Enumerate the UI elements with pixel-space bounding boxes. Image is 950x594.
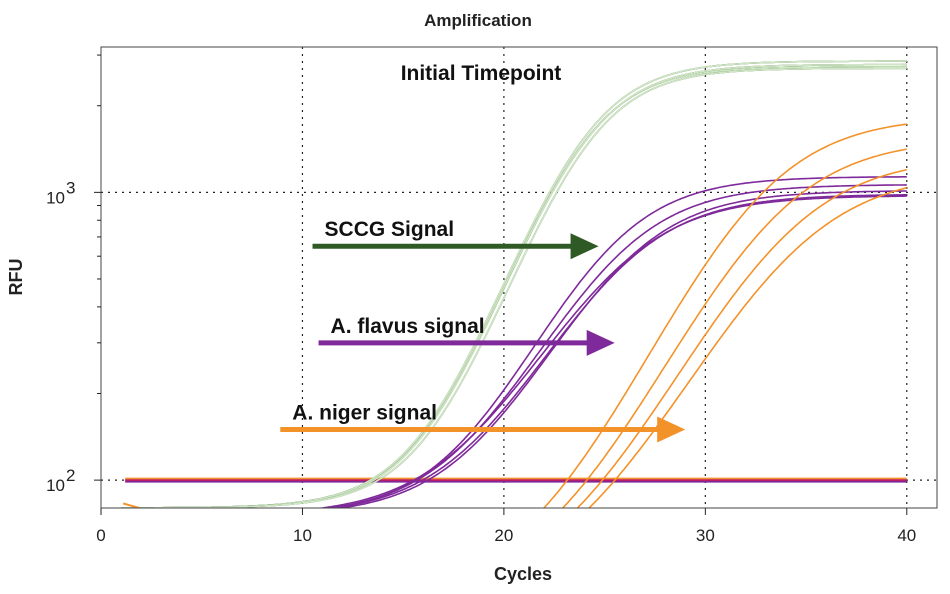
y-tick-exponent-100: 2 bbox=[66, 466, 75, 485]
orange-baseline-stub bbox=[122, 502, 140, 508]
arrows: SCCG Signal A. flavus signal A. niger sign… bbox=[280, 218, 686, 443]
curve-group bbox=[121, 60, 907, 508]
series-sccg-signal-outline bbox=[121, 60, 907, 508]
series-a-flavus-signal-curve-2 bbox=[324, 184, 907, 508]
arrow-label-a-niger-signal: A. niger signal bbox=[292, 401, 437, 424]
series-a-niger-signal-curve-4 bbox=[587, 186, 907, 508]
arrow-head-sccg-signal bbox=[570, 233, 599, 260]
series-a-flavus-signal-curve-1 bbox=[327, 176, 907, 508]
arrow-label-sccg-signal: SCCG Signal bbox=[325, 218, 455, 241]
plot-frame bbox=[100, 46, 938, 509]
y-tick-label-100: 10 bbox=[46, 476, 65, 495]
x-tick-label-40: 40 bbox=[897, 526, 916, 545]
annotation-initial-timepoint: Initial Timepoint bbox=[401, 62, 562, 85]
arrow-head-a-niger-signal bbox=[657, 416, 686, 443]
x-tick-label-10: 10 bbox=[293, 526, 312, 545]
x-tick-label-20: 20 bbox=[494, 526, 513, 545]
series-a-flavus-signal-curve-3 bbox=[335, 190, 907, 508]
y-tick-exponent-1000: 3 bbox=[66, 178, 75, 197]
series-sccg-signal-curve-1 bbox=[121, 66, 907, 508]
series-a-flavus-signal-curve-5 bbox=[316, 195, 907, 508]
arrow-head-a-flavus-signal bbox=[586, 329, 615, 356]
series-a-niger-signal-curve-3 bbox=[576, 168, 907, 508]
series-sccg-signal-curve-3 bbox=[121, 60, 907, 508]
x-tick-label-0: 0 bbox=[96, 526, 105, 545]
curves bbox=[121, 60, 907, 508]
y-tick-label-1000: 10 bbox=[46, 188, 65, 207]
series-a-niger-signal-curve-2 bbox=[561, 148, 907, 508]
series-sccg-signal-outline bbox=[121, 63, 907, 508]
grid-lines bbox=[101, 47, 937, 508]
y-axis-label: RFU bbox=[6, 259, 26, 296]
series-sccg-signal-outline bbox=[121, 67, 907, 508]
series-sccg-signal-outline bbox=[121, 66, 907, 508]
threshold-lines bbox=[125, 477, 907, 483]
series-a-flavus-signal-curve-4 bbox=[327, 194, 907, 508]
x-tick-label-30: 30 bbox=[696, 526, 715, 545]
series-sccg-signal-curve-2 bbox=[121, 63, 907, 508]
arrow-label-a-flavus-signal: A. flavus signal bbox=[331, 315, 485, 338]
series-a-niger-signal-curve-1 bbox=[542, 123, 907, 508]
chart-title: Amplification bbox=[424, 11, 532, 30]
x-axis-label: Cycles bbox=[494, 564, 552, 584]
series-sccg-signal-curve-4 bbox=[121, 67, 907, 508]
